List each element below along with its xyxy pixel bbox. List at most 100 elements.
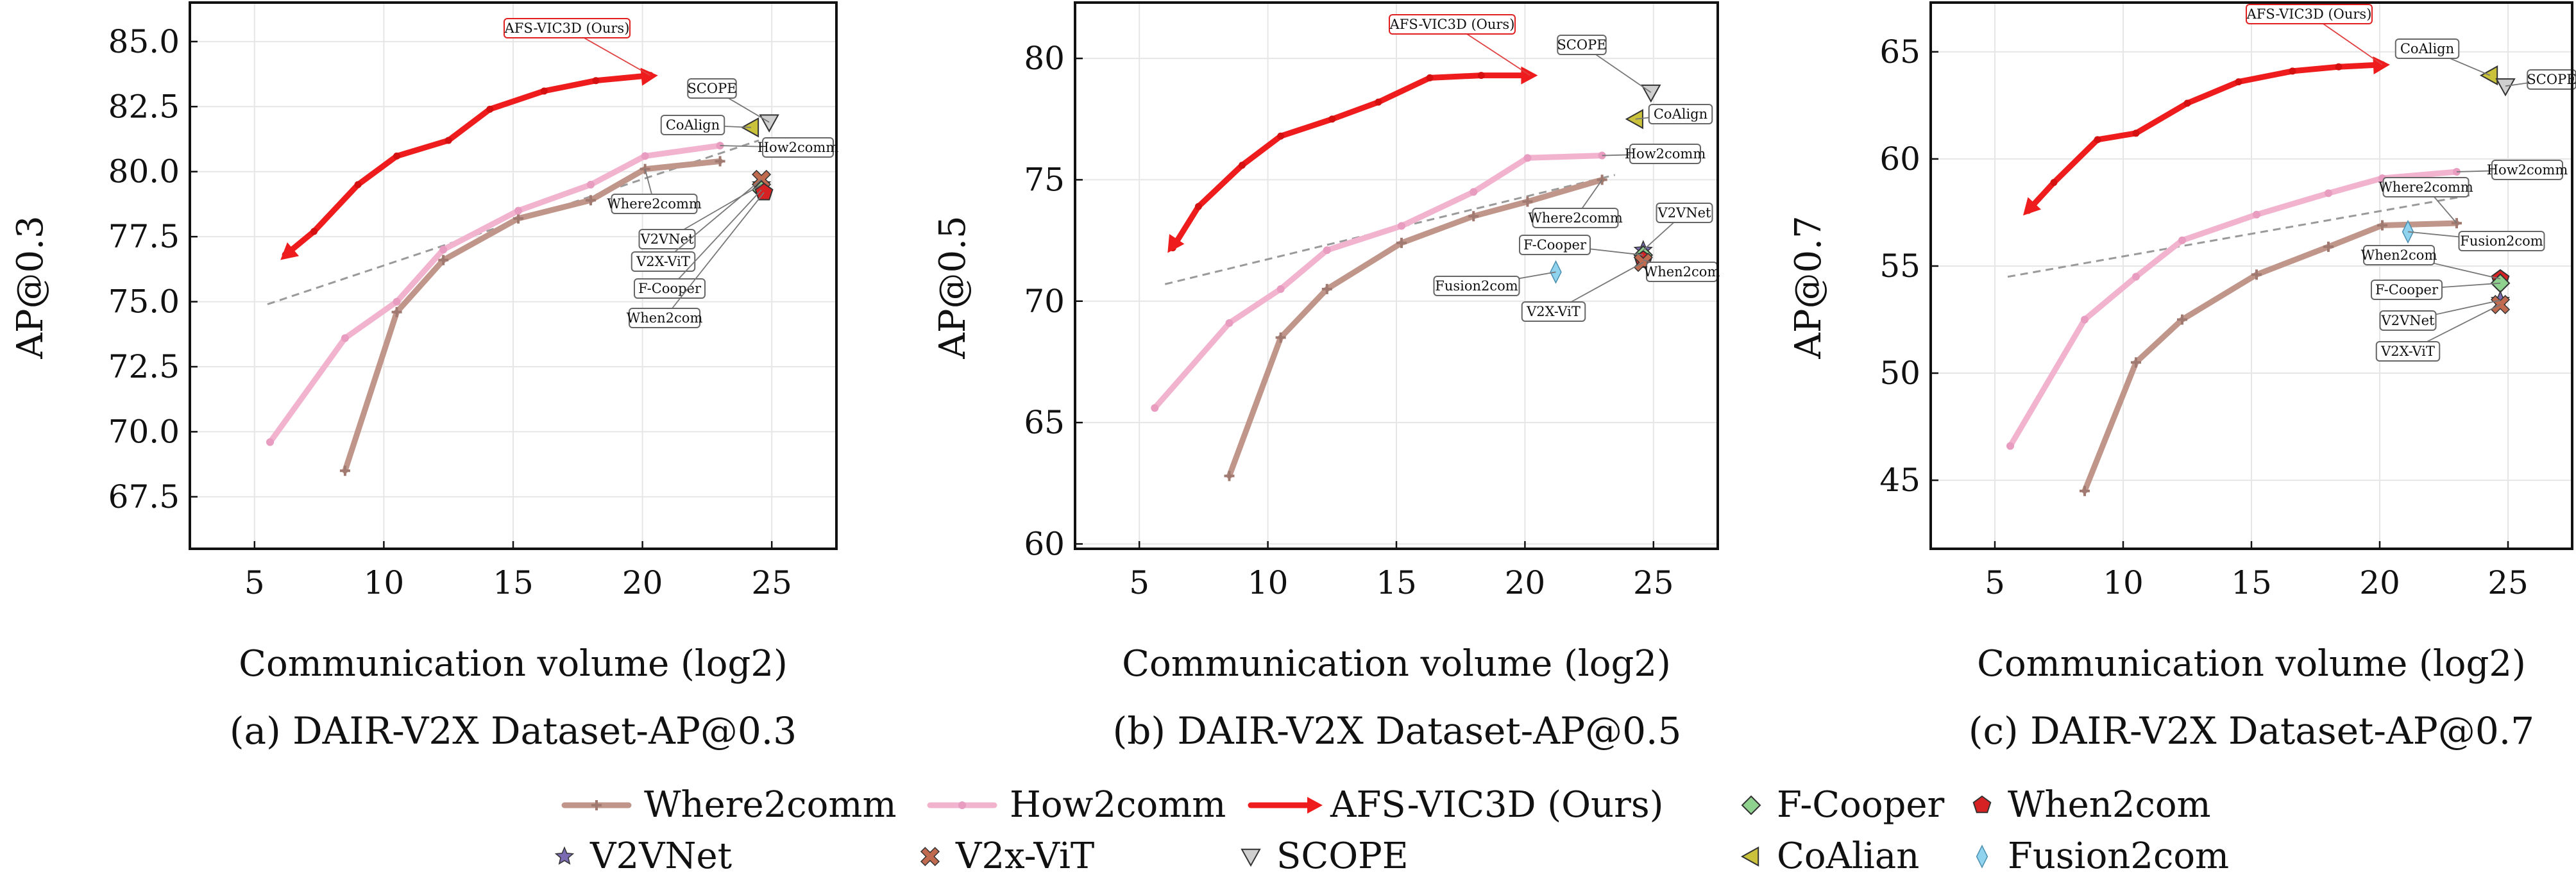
- y-tick-label: 75.0: [108, 283, 180, 321]
- y-tick-label: 65: [1024, 404, 1065, 441]
- x-tick-label: 10: [1248, 564, 1289, 601]
- x-tick-label: 20: [2359, 564, 2400, 601]
- legend-label: F-Cooper: [1777, 784, 1945, 826]
- series-line-how2comm: [1151, 153, 1606, 411]
- data-point: [2132, 272, 2140, 281]
- callout-label: Where2comm: [2378, 180, 2473, 195]
- callout-box: [2371, 280, 2443, 300]
- data-point: [585, 195, 596, 206]
- x-tick-label: 25: [1633, 564, 1674, 601]
- legend-entry-how2comm: How2comm: [927, 784, 1226, 826]
- data-point: [2377, 220, 2387, 231]
- callout-v2x-vit: V2X-ViT: [631, 179, 762, 272]
- callout-box: [611, 194, 698, 214]
- trend-line: [2007, 194, 2470, 278]
- data-point: [1239, 162, 1246, 169]
- series-line-how2comm: [267, 142, 724, 446]
- legend-swatch: [1241, 848, 1261, 867]
- data-point: [439, 246, 448, 254]
- data-point: [1375, 98, 1382, 106]
- data-point: [339, 465, 350, 476]
- data-point: [438, 255, 449, 265]
- callout-box: [2394, 38, 2460, 59]
- callout-f-cooper: F-Cooper: [634, 189, 762, 299]
- chart-panel-3: 5 10 15 20 25 45 50 55 60 65 Communication volume …: [1788, 1, 2576, 753]
- callout-label: V2X-ViT: [1526, 304, 1580, 319]
- data-point: [1398, 222, 1406, 230]
- series-line-afs-vic3d-ours: [282, 72, 654, 258]
- series-line-afs-vic3d-ours: [1169, 72, 1533, 251]
- data-point: [592, 77, 600, 85]
- data-point: [2081, 315, 2089, 324]
- point-scope: [2495, 78, 2516, 97]
- callout-label: CoAlign: [2400, 41, 2454, 56]
- callout-v2vnet: V2VNet: [638, 184, 762, 249]
- x-tick-label: 15: [2231, 564, 2272, 601]
- callout-box: [634, 278, 706, 299]
- data-point: [391, 306, 402, 317]
- data-point: [445, 137, 452, 144]
- callout-box: [2375, 341, 2441, 362]
- callout-label: Where2comm: [1528, 210, 1623, 226]
- callout-label: V2X-ViT: [2380, 344, 2435, 359]
- callout-label: When2com: [2361, 247, 2437, 263]
- legend-entry-v2vnet: V2VNet: [554, 835, 733, 877]
- callout-box: [1389, 14, 1516, 35]
- callout-label: V2X-ViT: [636, 254, 690, 269]
- callout-label: Where2comm: [607, 196, 702, 212]
- x-tick-label: 20: [622, 564, 663, 601]
- y-tick-label: 75: [1024, 161, 1065, 198]
- callout-label: AFS-VIC3D (Ours): [504, 21, 630, 36]
- callout-scope: SCOPE: [2505, 69, 2576, 90]
- callout-box: [1521, 301, 1586, 322]
- callout-box: [629, 308, 700, 328]
- legend-swatch: [554, 846, 575, 865]
- y-tick-label: 82.5: [108, 88, 180, 125]
- point-scope: [759, 114, 779, 133]
- callout-when2com: When2com: [2361, 245, 2501, 280]
- callout-where2comm: Where2comm: [1528, 179, 1623, 228]
- callout-where2comm: Where2comm: [607, 169, 702, 214]
- data-point: [310, 228, 318, 235]
- plot-frame: [1074, 1, 1719, 550]
- callout-afs-vic3d-ours: AFS-VIC3D (Ours): [1389, 14, 1530, 76]
- legend-entry-fusion2com: Fusion2com: [1976, 835, 2229, 877]
- callout-label: F-Cooper: [2375, 282, 2439, 297]
- data-point: [1522, 196, 1533, 207]
- data-point: [1276, 285, 1285, 293]
- data-point: [393, 152, 401, 160]
- callout-box: [1629, 144, 1701, 164]
- callout-f-cooper: F-Cooper: [2371, 280, 2501, 300]
- callout-when2com: When2com: [1643, 259, 1720, 282]
- callout-how2comm: How2comm: [1602, 144, 1706, 164]
- callout-scope: SCOPE: [1557, 35, 1652, 93]
- point-coalign: [1625, 109, 1643, 130]
- legend: Where2comm How2comm AFS-VIC3D (Ours) F-Coop…: [554, 784, 2229, 877]
- callout-box: [1656, 203, 1713, 223]
- callout-box: [2382, 177, 2470, 197]
- chart-panel-1: 5 10 15 20 25 67.5 70.0 72.5 75.0 77.5 80.0 82.5 85.…: [10, 1, 839, 753]
- legend-label: SCOPE: [1276, 835, 1409, 877]
- legend-label: AFS-VIC3D (Ours): [1330, 784, 1663, 826]
- callout-box: [687, 78, 737, 99]
- data-point: [2094, 136, 2101, 144]
- grid: [1075, 3, 1718, 549]
- callout-v2x-vit: V2X-ViT: [2375, 304, 2501, 362]
- series-how2comm: [266, 142, 724, 446]
- arrow-head: [2023, 197, 2041, 216]
- callout-when2com: When2com: [627, 192, 765, 328]
- callout-fusion2com: Fusion2com: [2407, 231, 2545, 251]
- x-tick-label: 25: [751, 564, 792, 601]
- y-tick-label: 70.0: [108, 413, 180, 450]
- callout-label: How2comm: [758, 140, 839, 155]
- callout-label: F-Cooper: [1523, 237, 1587, 253]
- data-point: [1470, 188, 1478, 196]
- series-line-how2comm: [2007, 169, 2460, 449]
- y-axis-title: AP@0.3: [10, 215, 51, 359]
- data-point: [2050, 179, 2058, 187]
- legend-entry-afs-vic3d-ours: AFS-VIC3D (Ours): [1248, 784, 1663, 826]
- x-axis-title: Communication volume (log2): [239, 643, 788, 685]
- series-where2comm: [1224, 174, 1607, 481]
- data-point: [1468, 211, 1479, 222]
